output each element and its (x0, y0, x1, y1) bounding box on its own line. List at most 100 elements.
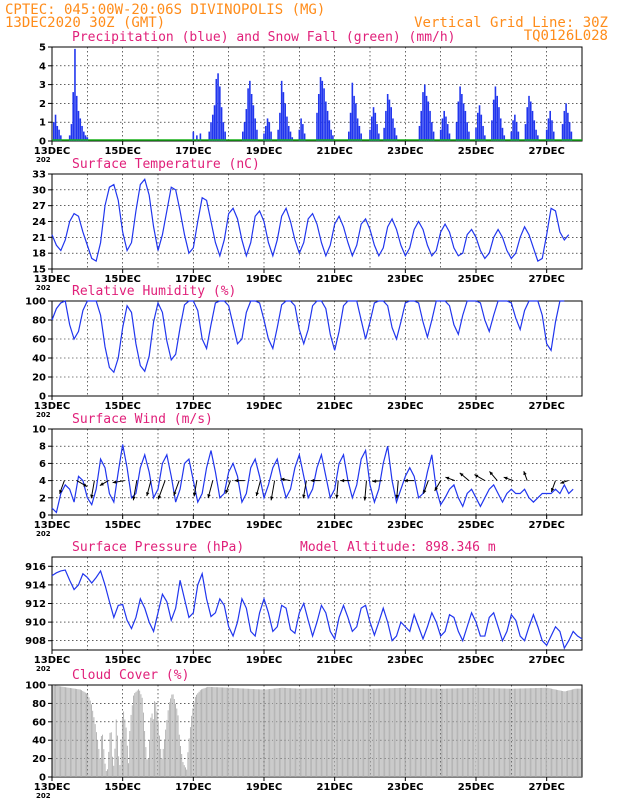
precip-bar (330, 129, 332, 141)
precip-bar (386, 94, 389, 141)
y-tick-label: 60 (32, 335, 46, 346)
wind-arrowhead (132, 496, 136, 501)
cloud-bar (227, 687, 228, 777)
cloud-bar (94, 724, 96, 777)
x-tick-label: 25DEC (458, 520, 494, 531)
cloud-bar (547, 687, 549, 777)
y-tick-label: 40 (32, 736, 46, 747)
cloud-bar (356, 688, 358, 777)
cloud-bar (575, 688, 577, 777)
cloud-bar (538, 687, 540, 777)
cloud-bar (392, 688, 394, 777)
y-tick-label: 18 (32, 249, 46, 260)
cloud-bar (569, 690, 571, 777)
y-tick-label: 40 (32, 354, 46, 365)
cloud-bar (304, 688, 306, 777)
cloud-bar (382, 688, 384, 777)
precip-bar (501, 127, 504, 141)
cloud-bar (458, 688, 460, 777)
cloud-bar (480, 687, 482, 777)
precip-bar (199, 133, 202, 141)
cloud-bar (124, 719, 126, 777)
panel-title: Surface Temperature (nC) (72, 157, 260, 172)
cloud-bar (460, 688, 462, 777)
x-tick-label: 21DEC (316, 146, 352, 157)
series-line (51, 178, 570, 263)
x-tick-label: 21DEC (316, 655, 352, 666)
precip-bar (289, 131, 292, 141)
cloud-bar (407, 687, 409, 777)
cloud-bar (365, 688, 367, 777)
precip-bar (431, 122, 433, 141)
x-tick-label: 23DEC (387, 520, 423, 531)
cloud-bar (178, 734, 180, 777)
precip-bar (445, 116, 447, 141)
cloud-bar (251, 688, 253, 777)
cloud-bar (57, 685, 59, 777)
cloud-bar (167, 710, 169, 777)
cloud-bar (202, 688, 204, 777)
precip-bar (81, 125, 83, 141)
cloud-bar (578, 688, 580, 777)
precip-bar (250, 94, 253, 141)
cloud-bar (232, 687, 233, 777)
header-grid-note: Vertical Grid Line: 30Z (414, 15, 608, 31)
cloud-bar (353, 688, 355, 777)
cloud-bar (238, 688, 240, 777)
precip-bar (328, 120, 331, 141)
cloud-bar (347, 688, 348, 777)
y-tick-label: 0 (39, 511, 46, 522)
cloud-bar (344, 688, 346, 777)
cloud-bar (517, 688, 519, 777)
cloud-bar (360, 688, 362, 777)
y-tick-label: 2 (39, 493, 46, 504)
precip-bar (256, 129, 258, 141)
cloud-bar (162, 748, 164, 777)
cloud-bar (58, 686, 60, 777)
cloud-bar (490, 688, 492, 777)
cloud-bar (436, 688, 437, 777)
precip-bar (321, 80, 324, 141)
cloud-bar (478, 687, 479, 777)
cloud-bar (186, 769, 188, 777)
cloud-bar (281, 687, 283, 777)
cloud-bar (196, 694, 197, 777)
cloud-bar (376, 688, 378, 777)
cloud-bar (145, 747, 147, 777)
cloud-bar (549, 688, 551, 777)
cloud-bar (389, 688, 390, 777)
cloud-bar (496, 688, 498, 777)
cloud-bar (476, 687, 478, 777)
cloud-bar (533, 688, 535, 777)
cloud-bar (398, 687, 400, 777)
precip-bar (287, 125, 290, 141)
precip-bar (464, 110, 467, 141)
cloud-bar (429, 688, 431, 777)
cloud-bar (520, 688, 522, 777)
precip-bar (220, 107, 223, 141)
cloud-bar (326, 687, 327, 777)
cloud-bar (523, 688, 525, 777)
precip-bar (476, 112, 479, 141)
cloud-bar (70, 687, 71, 777)
wind-arrowhead (207, 494, 211, 498)
cloud-bar (327, 687, 329, 777)
cloud-bar (144, 731, 146, 777)
precip-bar (482, 125, 484, 141)
cloud-bar (572, 689, 573, 777)
plot-frame (51, 684, 583, 778)
cloud-bar (296, 688, 298, 777)
cloud-bar (338, 687, 340, 777)
y-tick-label: 33 (32, 170, 46, 181)
cloud-bar (104, 763, 106, 777)
precip-bar (551, 120, 553, 141)
cloud-bar (214, 687, 216, 777)
cloud-bar (183, 765, 185, 777)
wind-arrowhead (255, 492, 259, 497)
series-line (51, 444, 574, 514)
cloud-bar (339, 687, 341, 777)
cloud-bar (56, 685, 58, 777)
cloud-bar (67, 687, 69, 777)
precip-bar (376, 124, 378, 141)
cloud-bar (164, 739, 165, 777)
